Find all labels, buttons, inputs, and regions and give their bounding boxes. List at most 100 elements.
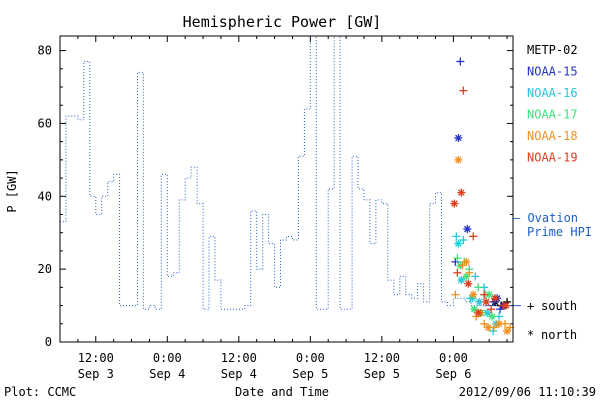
y-tick-label: 80 bbox=[38, 44, 52, 58]
north-marker bbox=[484, 323, 493, 332]
axes-layer: 0 20 40 60 80 12:00 Sep 3 0:00 Sep 4 12:00 Sep 4 0:… bbox=[38, 36, 513, 381]
marker-ray bbox=[465, 280, 472, 287]
marker-ray bbox=[485, 291, 493, 298]
north-marker bbox=[502, 301, 511, 310]
marker-ray bbox=[470, 291, 477, 298]
x-tick-date-label: Sep 5 bbox=[364, 367, 400, 381]
legend-entry-noaa-15: NOAA-15 bbox=[527, 65, 578, 79]
x-tick-time-label: 0:00 bbox=[153, 351, 182, 365]
marker-ray bbox=[463, 273, 470, 280]
plot-timestamp: 2012/09/06 11:10:39 bbox=[459, 385, 596, 399]
legend-entry-noaa-16: NOAA-16 bbox=[527, 86, 578, 100]
marker-ray bbox=[491, 295, 499, 302]
south-marker bbox=[453, 268, 462, 277]
marker-ray bbox=[470, 305, 478, 313]
x-tick-time-label: 12:00 bbox=[221, 351, 257, 365]
marker-ray bbox=[474, 309, 482, 317]
y-tick-label: 40 bbox=[38, 189, 52, 203]
north-marker bbox=[457, 276, 466, 285]
y-tick-label: 20 bbox=[38, 262, 52, 276]
south-marker bbox=[480, 319, 489, 328]
marker-ray bbox=[484, 324, 492, 331]
north-marker bbox=[475, 297, 484, 306]
ovation-legend-label-2: Prime HPI bbox=[527, 225, 592, 239]
x-tick-time-label: 0:00 bbox=[439, 351, 468, 365]
marker-ray bbox=[502, 302, 510, 309]
ovation-legend-label: — Ovation bbox=[513, 211, 578, 225]
marker-ray bbox=[458, 276, 465, 284]
x-tick-time-label: 12:00 bbox=[364, 351, 400, 365]
north-marker bbox=[450, 199, 459, 208]
south-marker bbox=[465, 268, 474, 277]
legend-entry-noaa-19: NOAA-19 bbox=[527, 151, 578, 165]
south-marker bbox=[472, 312, 481, 321]
y-tick-label: 0 bbox=[45, 335, 52, 349]
north-marker bbox=[491, 294, 500, 303]
x-tick-date-label: Sep 5 bbox=[292, 367, 328, 381]
plot-frame bbox=[59, 35, 514, 343]
south-marker bbox=[489, 327, 498, 336]
x-axis-label: Date and Time bbox=[235, 385, 329, 399]
north-marker bbox=[454, 239, 463, 248]
marker-ray bbox=[495, 320, 503, 328]
marker-ray bbox=[451, 200, 458, 207]
marker-ray bbox=[475, 298, 483, 306]
south-marker bbox=[459, 86, 468, 95]
south-marker bbox=[487, 305, 496, 314]
south-marker bbox=[471, 272, 480, 281]
north-marker bbox=[495, 319, 504, 328]
x-tick-date-label: Sep 3 bbox=[78, 367, 114, 381]
north-marker bbox=[464, 279, 473, 288]
north-marker bbox=[457, 188, 466, 197]
legend-entry-noaa-17: NOAA-17 bbox=[527, 108, 578, 122]
north-marker bbox=[470, 305, 479, 314]
north-marker bbox=[482, 297, 491, 306]
south-marker bbox=[474, 283, 483, 292]
north-marker bbox=[462, 257, 471, 266]
north-marker bbox=[462, 272, 471, 281]
marker-ray bbox=[488, 313, 496, 320]
north-marker bbox=[454, 134, 463, 142]
marker-ray bbox=[503, 327, 511, 335]
marker-ray bbox=[455, 240, 462, 247]
satellite-markers bbox=[450, 57, 515, 336]
south-marker bbox=[451, 257, 460, 266]
marker-ray bbox=[464, 225, 471, 233]
x-tick-time-label: 0:00 bbox=[296, 351, 325, 365]
north-marker bbox=[463, 225, 472, 234]
symbol-legend-label: north bbox=[541, 328, 577, 342]
marker-ray bbox=[483, 309, 491, 317]
marker-ray bbox=[455, 156, 462, 164]
chart-title: Hemispheric Power [GW] bbox=[183, 13, 382, 31]
south-marker bbox=[480, 290, 489, 299]
y-axis-label: P [GW] bbox=[5, 169, 19, 212]
south-marker bbox=[451, 290, 460, 299]
marker-ray bbox=[455, 134, 462, 142]
south-marker bbox=[452, 232, 461, 241]
y-tick-label: 60 bbox=[38, 116, 52, 130]
south-marker bbox=[458, 261, 467, 270]
marker-ray bbox=[458, 189, 465, 196]
plot-credit: Plot: CCMC bbox=[4, 385, 76, 399]
south-marker bbox=[469, 232, 478, 241]
legend-entry-metp-02: METP-02 bbox=[527, 43, 578, 57]
symbol-legend-mark: * bbox=[527, 328, 534, 342]
south-marker bbox=[453, 254, 462, 263]
south-marker bbox=[456, 57, 465, 66]
marker-ray bbox=[463, 258, 470, 266]
legend-entry-noaa-18: NOAA-18 bbox=[527, 129, 578, 143]
north-marker bbox=[474, 308, 483, 317]
south-marker bbox=[459, 236, 468, 244]
north-marker bbox=[503, 327, 512, 336]
x-tick-date-label: Sep 4 bbox=[221, 367, 257, 381]
x-tick-time-label: 12:00 bbox=[78, 351, 114, 365]
marker-ray bbox=[482, 298, 490, 306]
x-tick-date-label: Sep 6 bbox=[435, 367, 471, 381]
x-tick-date-label: Sep 4 bbox=[149, 367, 185, 381]
symbol-legend-label: south bbox=[541, 299, 577, 313]
north-marker bbox=[488, 312, 497, 321]
south-marker bbox=[495, 312, 504, 321]
symbol-legend-mark: + bbox=[527, 299, 534, 313]
